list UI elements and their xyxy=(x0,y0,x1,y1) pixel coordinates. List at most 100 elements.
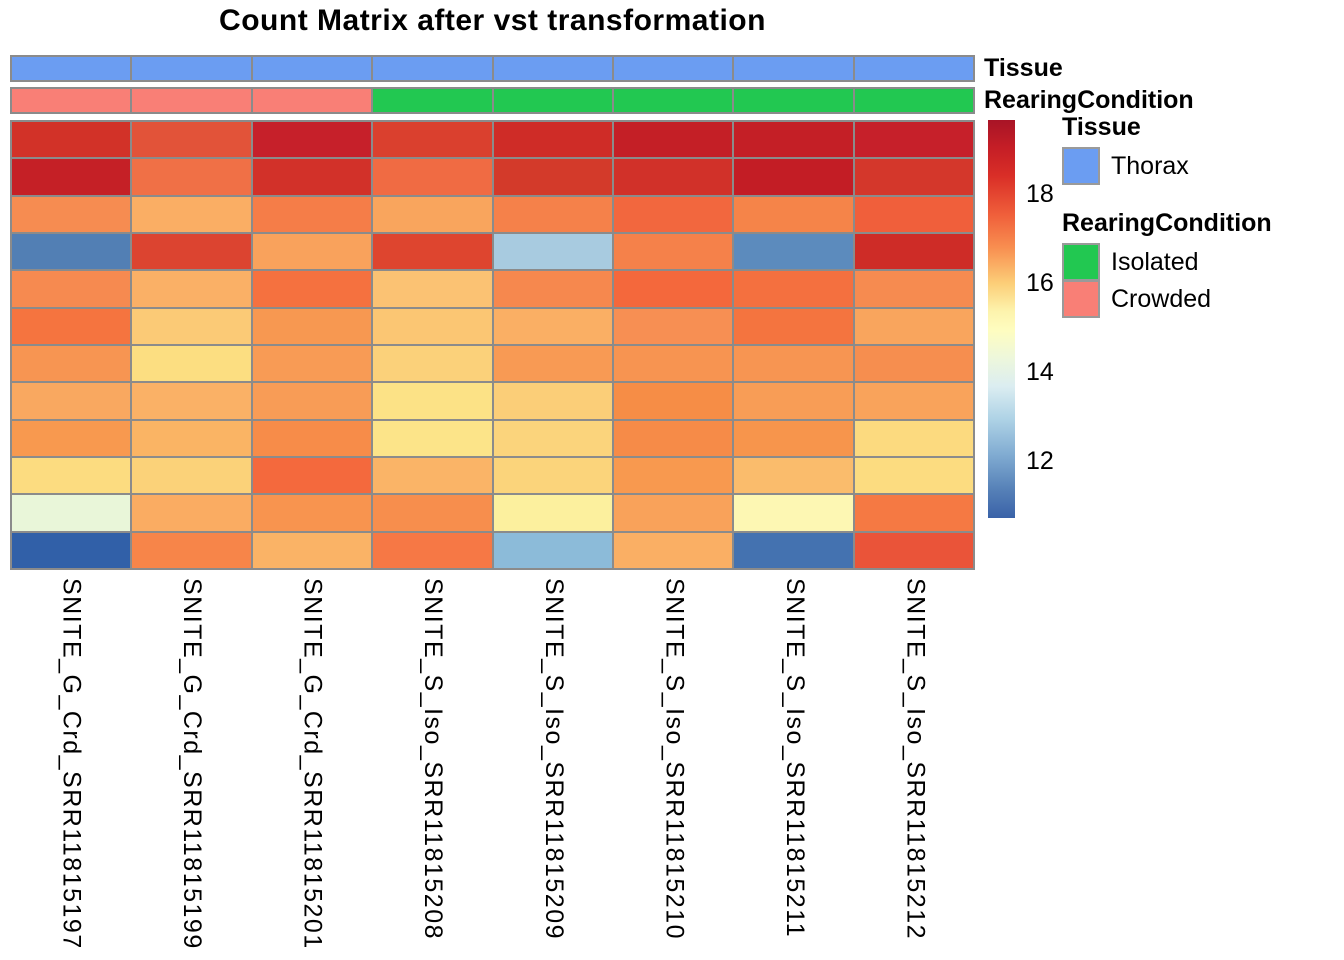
heatmap-cell-r3-c7 xyxy=(734,196,853,232)
annotation-cell-thorax xyxy=(734,57,853,80)
heatmap-cell-r10-c8 xyxy=(854,457,973,494)
heatmap-cell-r5-c7 xyxy=(734,271,853,307)
heatmap-cell-r4-c6 xyxy=(613,233,733,270)
annotation-cell-thorax xyxy=(493,57,612,80)
column-label: SNITE_S_Iso_SRR11815210 xyxy=(660,578,689,941)
legend-item-label: Thorax xyxy=(1111,151,1189,180)
annotation-cell-thorax xyxy=(132,57,251,80)
heatmap-cell-r3-c6 xyxy=(613,196,733,232)
heatmap-cell-r6-c3 xyxy=(252,308,372,344)
heatmap-cell-r5-c4 xyxy=(373,271,492,307)
legend-item-thorax: Thorax xyxy=(1062,147,1189,185)
heatmap-cell-r8-c2 xyxy=(132,383,251,419)
heatmap-cell-r9-c8 xyxy=(854,420,973,456)
heatmap-cell-r5-c6 xyxy=(613,271,733,307)
heatmap-cell-r7-c5 xyxy=(493,345,612,382)
heatmap-cell-r4-c3 xyxy=(252,233,372,270)
annotation-cell-thorax xyxy=(12,57,131,80)
column-label: SNITE_S_Iso_SRR11815211 xyxy=(781,578,810,939)
annotation-cell-thorax xyxy=(854,57,973,80)
crowded-color-swatch xyxy=(1062,280,1100,318)
heatmap-cell-r10-c3 xyxy=(252,457,372,494)
heatmap-cell-r9-c5 xyxy=(493,420,612,456)
heatmap-cell-r1-c3 xyxy=(252,122,372,158)
heatmap-cell-r2-c3 xyxy=(252,159,372,195)
heatmap-cell-r8-c1 xyxy=(12,383,131,419)
heatmap-cell-r2-c4 xyxy=(373,159,492,195)
heatmap-cell-r3-c2 xyxy=(132,196,251,232)
legend-item-crowded: Crowded xyxy=(1062,280,1211,318)
rearing-annotation-label: RearingCondition xyxy=(984,86,1194,114)
colorbar-tick-label: 16 xyxy=(1026,268,1054,297)
heatmap-cell-r7-c7 xyxy=(734,345,853,382)
tissue-annotation-label: Tissue xyxy=(984,54,1063,82)
heatmap-cell-r9-c7 xyxy=(734,420,853,456)
heatmap-cell-r11-c1 xyxy=(12,495,131,531)
heatmap-cell-r11-c6 xyxy=(613,495,733,531)
annotation-cell-isolated xyxy=(734,89,853,112)
column-label: SNITE_S_Iso_SRR11815212 xyxy=(901,578,930,941)
heatmap-cell-r2-c1 xyxy=(12,159,131,195)
heatmap-cell-r8-c8 xyxy=(854,383,973,419)
heatmap-cell-r5-c3 xyxy=(252,271,372,307)
heatmap-cell-r6-c2 xyxy=(132,308,251,344)
heatmap-cell-r12-c5 xyxy=(493,532,612,568)
heatmap-cell-r8-c6 xyxy=(613,383,733,419)
heatmap-cell-r5-c8 xyxy=(854,271,973,307)
heatmap-cell-r12-c1 xyxy=(12,532,131,568)
colorbar-tick-label: 18 xyxy=(1026,179,1054,208)
column-label: SNITE_S_Iso_SRR11815209 xyxy=(539,578,568,941)
annotation-cell-crowded xyxy=(132,89,251,112)
heatmap-cell-r11-c3 xyxy=(252,495,372,531)
heatmap-cell-r3-c8 xyxy=(854,196,973,232)
heatmap-cell-r1-c7 xyxy=(734,122,853,158)
heatmap-cell-r3-c1 xyxy=(12,196,131,232)
heatmap-cell-r11-c4 xyxy=(373,495,492,531)
heatmap-cell-r1-c8 xyxy=(854,122,973,158)
heatmap-cell-r1-c2 xyxy=(132,122,251,158)
heatmap-cell-r7-c1 xyxy=(12,345,131,382)
thorax-color-swatch xyxy=(1062,147,1100,185)
heatmap-cell-r9-c4 xyxy=(373,420,492,456)
heatmap-cell-r8-c7 xyxy=(734,383,853,419)
legend-rearing-header: RearingCondition xyxy=(1062,209,1272,237)
heatmap-cell-r10-c1 xyxy=(12,457,131,494)
rearing-annotation-bar xyxy=(10,87,975,114)
annotation-cell-crowded xyxy=(252,89,372,112)
heatmap-cell-r7-c8 xyxy=(854,345,973,382)
heatmap-cell-r2-c5 xyxy=(493,159,612,195)
heatmap-cell-r1-c1 xyxy=(12,122,131,158)
heatmap-cell-r6-c5 xyxy=(493,308,612,344)
heatmap-cell-r8-c3 xyxy=(252,383,372,419)
heatmap-cell-r9-c2 xyxy=(132,420,251,456)
annotation-cell-thorax xyxy=(613,57,733,80)
heatmap-cell-r11-c2 xyxy=(132,495,251,531)
annotation-cell-thorax xyxy=(252,57,372,80)
heatmap-cell-r4-c2 xyxy=(132,233,251,270)
heatmap-cell-r11-c7 xyxy=(734,495,853,531)
heatmap-cell-r12-c6 xyxy=(613,532,733,568)
heatmap-cell-r12-c7 xyxy=(734,532,853,568)
heatmap-cell-r2-c2 xyxy=(132,159,251,195)
annotation-cell-isolated xyxy=(373,89,492,112)
heatmap-cell-r6-c8 xyxy=(854,308,973,344)
heatmap-cell-r4-c5 xyxy=(493,233,612,270)
heatmap-cell-r4-c7 xyxy=(734,233,853,270)
colorbar-tick-label: 12 xyxy=(1026,447,1054,476)
heatmap-cell-r8-c4 xyxy=(373,383,492,419)
heatmap-cell-r10-c5 xyxy=(493,457,612,494)
heatmap-cell-r6-c6 xyxy=(613,308,733,344)
heatmap-cell-r11-c8 xyxy=(854,495,973,531)
heatmap-cell-r12-c2 xyxy=(132,532,251,568)
legend-item-label: Crowded xyxy=(1111,284,1212,313)
heatmap-cell-r11-c5 xyxy=(493,495,612,531)
heatmap-cell-r8-c5 xyxy=(493,383,612,419)
isolated-color-swatch xyxy=(1062,243,1100,281)
heatmap-cell-r2-c6 xyxy=(613,159,733,195)
annotation-cell-thorax xyxy=(373,57,492,80)
annotation-cell-isolated xyxy=(613,89,733,112)
heatmap-cell-r7-c4 xyxy=(373,345,492,382)
heatmap-cell-r6-c1 xyxy=(12,308,131,344)
heatmap-cell-r10-c7 xyxy=(734,457,853,494)
